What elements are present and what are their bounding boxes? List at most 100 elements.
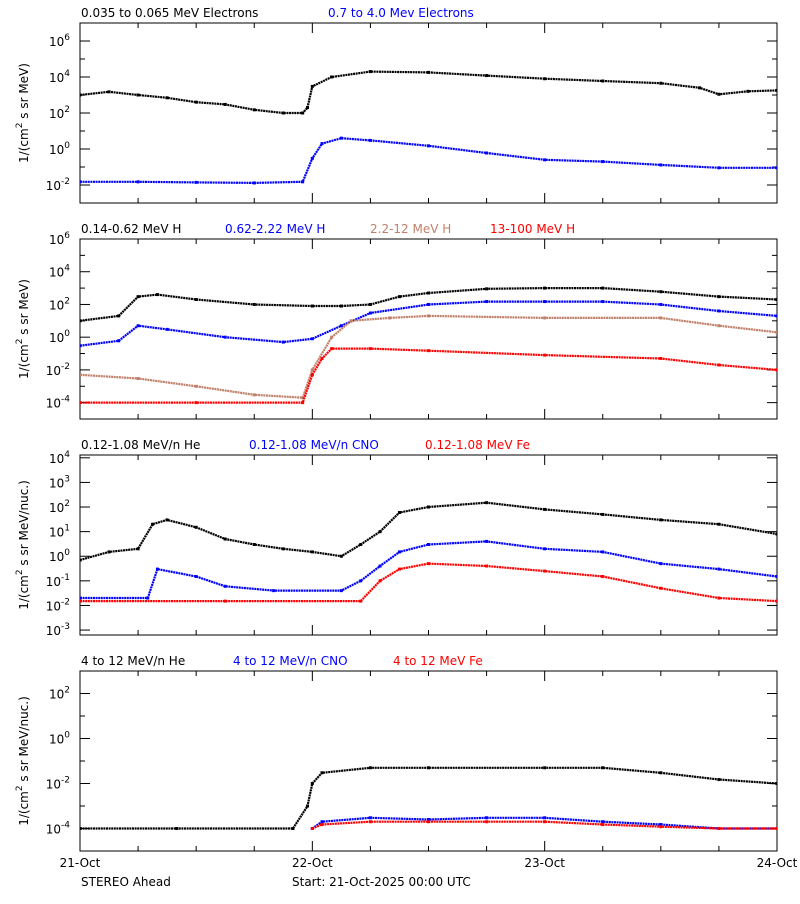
y-tick-exponent: 2 [64,499,70,509]
series-line [80,314,777,399]
data-point [427,70,430,74]
start-time-label: Start: 21-Oct-2025 00:00 UTC [292,875,471,889]
data-point [601,823,605,827]
data-point [310,827,314,830]
y-tick-exponent: 6 [64,231,70,241]
y-tick-base: 10 [49,35,64,49]
data-point [310,550,314,554]
panel-1: 0.035 to 0.065 MeV Electrons 0.7 to 4.0 M… [15,6,778,204]
data-point [272,589,276,593]
series-0-035-to-0-065-mev-electrons [80,70,777,115]
y-axis-label-part: 1/(cm [17,791,31,826]
y-tick-base: 10 [46,575,61,589]
y-tick-base: 10 [49,233,64,247]
y-axis-label-part: s sr MeV/nuc.) [17,696,31,785]
data-point [252,108,256,112]
data-point [543,77,547,81]
data-point [301,396,305,400]
legend-label: 0.62-2.22 MeV H [225,222,325,236]
data-point [320,820,324,824]
legend-label: 4 to 12 MeV/n CNO [233,654,348,668]
data-point [330,347,334,351]
data-point [359,579,363,583]
y-tick-base: 10 [49,550,64,564]
data-point [717,778,721,782]
data-point [717,309,721,313]
data-point [330,75,334,79]
data-point [136,180,140,184]
y-tick-exponent: -4 [61,395,70,405]
y-tick-exponent: 4 [64,69,70,79]
data-point [427,820,430,824]
data-point [223,335,227,339]
y-tick-base: 10 [49,143,64,157]
series-line [80,501,777,562]
data-point [775,575,777,579]
data-point [543,286,547,290]
data-point [136,376,140,380]
y-tick-label: 100 [49,731,70,747]
y-tick-label: 10-1 [46,573,70,589]
data-point [223,102,227,106]
data-point [281,547,285,551]
y-tick-label: 10-4 [46,395,71,411]
data-point [775,599,777,603]
y-tick-label: 100 [49,548,70,564]
data-point [427,818,430,822]
data-point [717,295,721,299]
data-point [659,290,663,294]
data-point [717,166,721,170]
data-point [339,136,343,140]
y-tick-label: 104 [49,450,70,466]
data-point [427,766,430,770]
data-point [543,300,547,304]
data-point [659,518,663,522]
y-axis-label-part: 1/(cm [17,575,31,610]
legend-label: 0.035 to 0.065 MeV Electrons [81,6,258,20]
series-0-14-0-62-mev-h [80,286,777,323]
data-point [388,316,392,320]
data-point [146,596,150,600]
legend-label: 4 to 12 MeV/n He [81,654,185,668]
data-point [378,530,382,534]
legend-label: 0.12-1.08 MeV Fe [425,438,530,452]
y-axis-label: 1/(cm2 s sr MeV/nuc.) [15,480,31,610]
series-line [80,137,777,185]
data-point [194,525,198,529]
y-tick-base: 10 [49,298,64,312]
data-point [717,92,721,96]
y-tick-base: 10 [46,364,61,378]
data-point [485,820,489,824]
y-tick-label: 10-3 [46,622,70,638]
series-line [311,820,777,830]
y-tick-base: 10 [49,266,64,280]
data-point [80,401,82,405]
data-point [485,151,489,155]
y-tick-exponent: -2 [61,597,70,607]
data-point [601,550,605,554]
data-point [339,324,343,328]
y-tick-base: 10 [46,823,61,837]
y-tick-base: 10 [49,71,64,85]
data-point [378,579,382,583]
series-0-7-to-4-0-mev-electrons [80,136,777,185]
data-point [543,547,547,551]
series-0-12-1-08-mev-fe [80,562,777,603]
y-tick-base: 10 [49,331,64,345]
data-point [601,512,605,516]
data-point [155,293,159,297]
y-tick-exponent: 0 [64,548,70,558]
data-point [368,347,372,351]
y-axis-label-part: 2 [15,569,25,575]
data-point [659,302,663,306]
y-tick-label: 102 [49,686,70,702]
data-point [746,89,750,93]
data-point [80,558,82,562]
data-point [368,302,372,306]
data-point [281,340,285,344]
data-point [194,401,198,405]
data-point [659,823,663,827]
y-tick-exponent: 4 [64,264,70,274]
data-point [320,771,324,775]
data-point [659,356,663,360]
